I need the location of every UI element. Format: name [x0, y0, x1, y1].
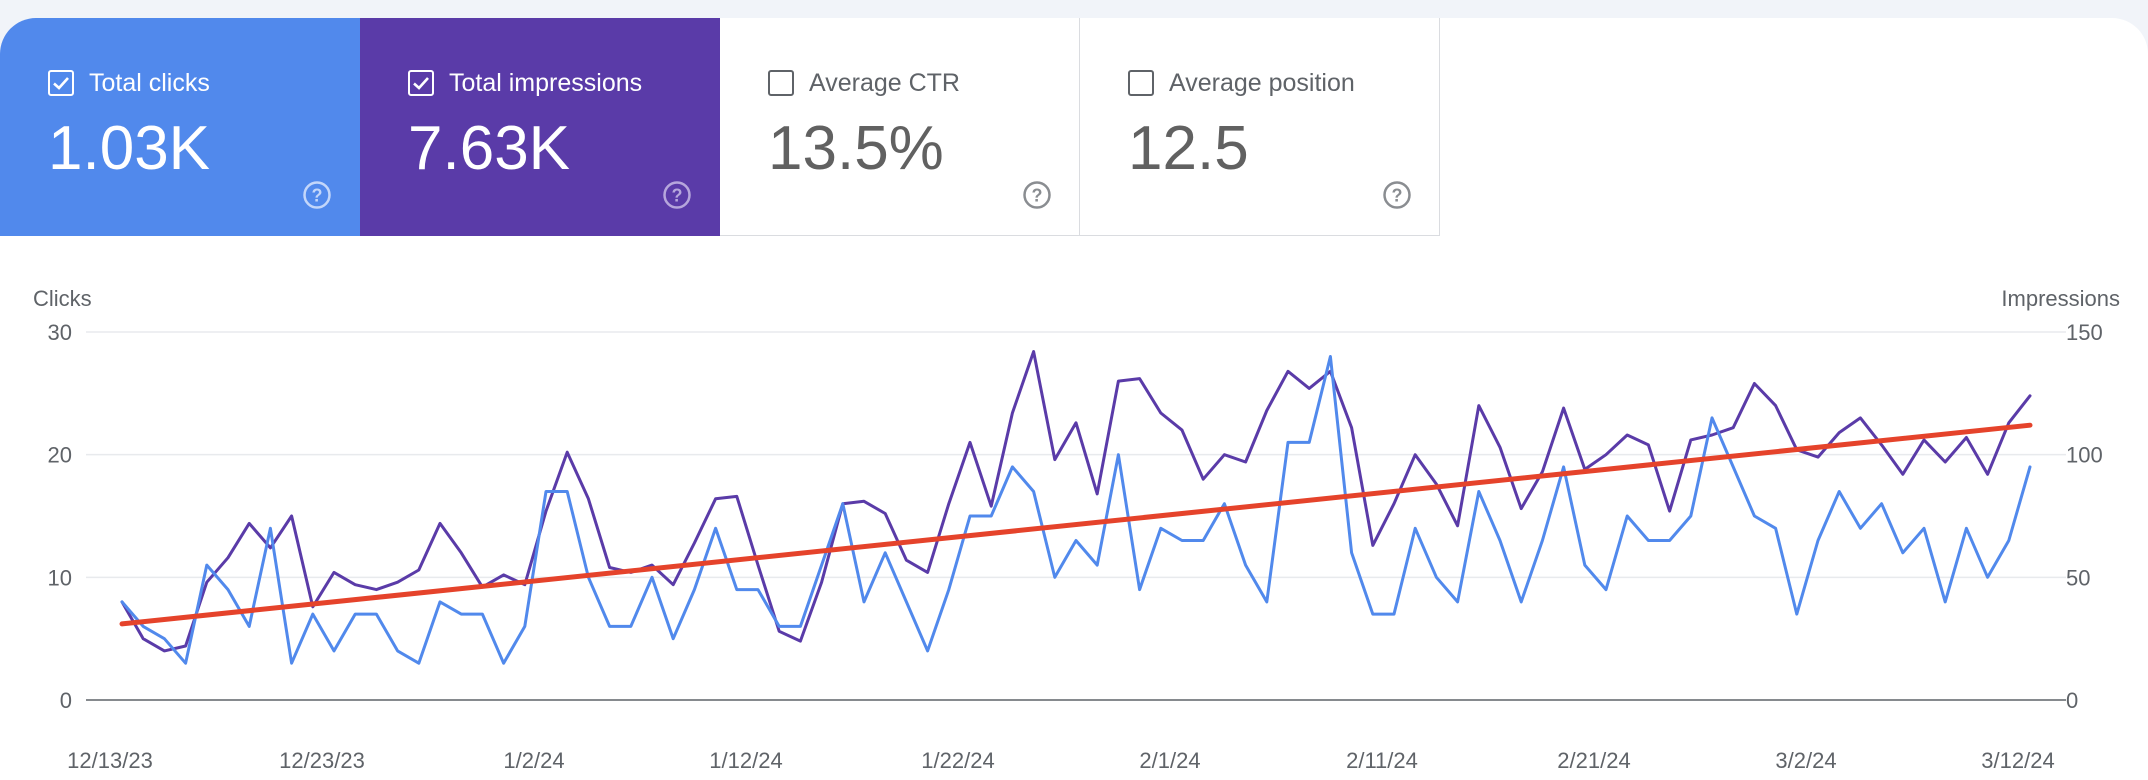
right-tick-label: 100	[2066, 443, 2103, 468]
card-average-ctr[interactable]: Average CTR 13.5% ?	[720, 18, 1080, 236]
right-tick-label: 150	[2066, 320, 2103, 345]
card-value: 13.5%	[768, 114, 944, 183]
x-tick-label: 12/13/23	[67, 748, 153, 773]
checkbox-average-ctr[interactable]	[768, 70, 794, 96]
right-tick-label: 50	[2066, 565, 2090, 590]
card-average-position[interactable]: Average position 12.5 ?	[1080, 18, 1440, 236]
x-tick-label: 1/12/24	[709, 748, 782, 773]
x-tick-label: 2/1/24	[1139, 748, 1200, 773]
right-axis-title: Impressions	[2001, 286, 2120, 311]
card-value: 1.03K	[48, 114, 211, 183]
left-tick-label: 20	[48, 443, 72, 468]
x-axis-ticks: 12/13/23 12/23/23 1/2/24 1/12/24 1/22/24 2/1/…	[67, 748, 2055, 773]
left-tick-label: 10	[48, 565, 72, 590]
help-icon[interactable]: ?	[662, 180, 692, 210]
svg-text:?: ?	[672, 186, 683, 206]
x-tick-label: 2/21/24	[1557, 748, 1630, 773]
card-label: Average position	[1169, 69, 1355, 97]
svg-text:?: ?	[312, 186, 323, 206]
metric-cards: Total clicks 1.03K ? Total impressions 7…	[0, 18, 1440, 236]
left-axis-title: Clicks	[33, 286, 92, 311]
card-label: Total clicks	[89, 69, 210, 97]
help-icon[interactable]: ?	[1022, 180, 1052, 210]
x-tick-label: 1/2/24	[503, 748, 564, 773]
svg-text:?: ?	[1032, 186, 1043, 206]
right-axis-ticks: 0 50 100 150	[2066, 320, 2103, 713]
series-line-total-impressions	[120, 350, 2032, 653]
x-tick-label: 1/22/24	[921, 748, 994, 773]
left-tick-label: 0	[60, 688, 72, 713]
series-line-total-clicks	[120, 355, 2032, 665]
card-value: 7.63K	[408, 114, 571, 183]
x-tick-label: 2/11/24	[1346, 748, 1418, 773]
x-tick-label: 3/12/24	[1981, 748, 2054, 773]
card-total-clicks[interactable]: Total clicks 1.03K ?	[0, 18, 360, 236]
check-icon	[413, 77, 429, 90]
performance-panel: Clicks Impressions 0 10 20 30 0 50 100 150 12/…	[0, 18, 2148, 780]
card-total-impressions[interactable]: Total impressions 7.63K ?	[360, 18, 720, 236]
checkbox-total-impressions[interactable]	[408, 70, 434, 96]
x-tick-label: 3/2/24	[1775, 748, 1836, 773]
help-icon[interactable]: ?	[302, 180, 332, 210]
checkbox-average-position[interactable]	[1128, 70, 1154, 96]
series-line-trend	[119, 422, 2033, 627]
left-axis-ticks: 0 10 20 30	[48, 320, 72, 713]
left-tick-label: 30	[48, 320, 72, 345]
performance-chart: Clicks Impressions 0 10 20 30 0 50 100 150 12/…	[33, 286, 2120, 773]
checkbox-total-clicks[interactable]	[48, 70, 74, 96]
check-icon	[53, 77, 69, 90]
series-layer	[119, 350, 2033, 665]
card-label: Average CTR	[809, 69, 960, 97]
right-tick-label: 0	[2066, 688, 2078, 713]
card-value: 12.5	[1128, 114, 1249, 183]
help-icon[interactable]: ?	[1382, 180, 1412, 210]
svg-text:?: ?	[1392, 186, 1403, 206]
grid-lines	[86, 331, 2066, 701]
card-label: Total impressions	[449, 69, 643, 97]
x-tick-label: 12/23/23	[279, 748, 365, 773]
